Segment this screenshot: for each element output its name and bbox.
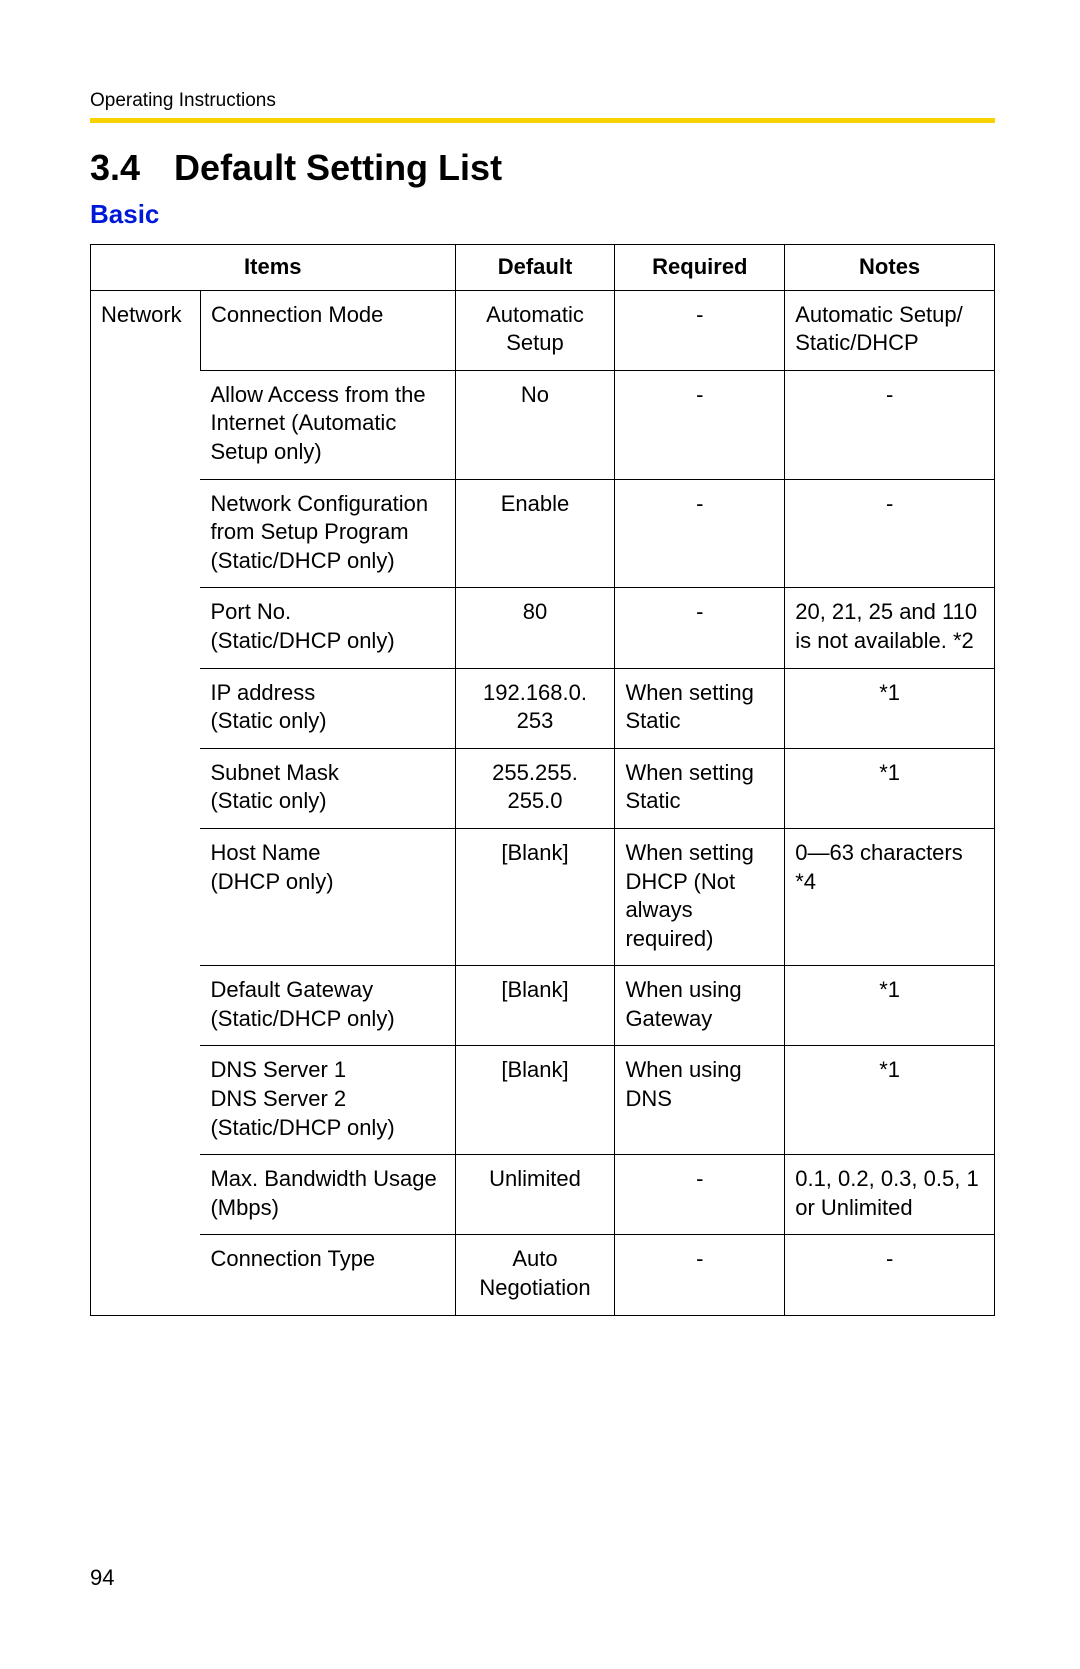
cell-notes: *1 [785,748,995,828]
cell-item: Connection Mode [200,290,455,370]
table-row: DNS Server 1 DNS Server 2 (Static/DHCP o… [91,1046,995,1155]
page-number: 94 [90,1565,114,1591]
cell-notes: 0.1, 0.2, 0.3, 0.5, 1 or Unlimited [785,1155,995,1235]
cell-default: Unlimited [455,1155,615,1235]
cell-required: - [615,1155,785,1235]
section-number: 3.4 [90,147,140,189]
header-rule [90,118,995,123]
cell-default: [Blank] [455,828,615,965]
cell-required: - [615,370,785,479]
cell-required: When setting DHCP (Not always required) [615,828,785,965]
cell-default: [Blank] [455,1046,615,1155]
cell-default: No [455,370,615,479]
table-row: Host Name (DHCP only)[Blank]When setting… [91,828,995,965]
cell-required: - [615,1235,785,1315]
table-row: Port No. (Static/DHCP only)80-20, 21, 25… [91,588,995,668]
cell-required: - [615,479,785,588]
cell-item: Default Gateway (Static/DHCP only) [200,966,455,1046]
cell-item: Port No. (Static/DHCP only) [200,588,455,668]
cell-item: Max. Bandwidth Usage (Mbps) [200,1155,455,1235]
table-row: Allow Access from the Internet (Automati… [91,370,995,479]
section-heading: 3.4 Default Setting List [90,147,995,189]
cell-default: Enable [455,479,615,588]
cell-item: Network Configuration from Setup Program… [200,479,455,588]
section-title-text: Default Setting List [174,147,502,188]
col-header-items: Items [91,245,456,291]
cell-notes: 0—63 characters *4 [785,828,995,965]
cell-default: 255.255. 255.0 [455,748,615,828]
cell-notes: - [785,1235,995,1315]
cell-default: [Blank] [455,966,615,1046]
cell-notes: - [785,479,995,588]
cell-item: DNS Server 1 DNS Server 2 (Static/DHCP o… [200,1046,455,1155]
cell-default: 80 [455,588,615,668]
table-body: NetworkConnection ModeAutomatic Setup-Au… [91,290,995,1315]
table-row: IP address (Static only)192.168.0. 253Wh… [91,668,995,748]
cell-notes: Automatic Setup/ Static/DHCP [785,290,995,370]
table-row: Connection TypeAuto Negotiation-- [91,1235,995,1315]
cell-item: Subnet Mask (Static only) [200,748,455,828]
cell-notes: - [785,370,995,479]
cell-item: Host Name (DHCP only) [200,828,455,965]
cell-default: Automatic Setup [455,290,615,370]
col-header-required: Required [615,245,785,291]
cell-item: IP address (Static only) [200,668,455,748]
cell-item: Allow Access from the Internet (Automati… [200,370,455,479]
cell-required: When using Gateway [615,966,785,1046]
cell-notes: *1 [785,1046,995,1155]
cell-default: 192.168.0. 253 [455,668,615,748]
cell-required: When setting Static [615,748,785,828]
running-header: Operating Instructions [90,90,995,112]
table-row: Max. Bandwidth Usage (Mbps)Unlimited-0.1… [91,1155,995,1235]
table-row: Subnet Mask (Static only)255.255. 255.0W… [91,748,995,828]
cell-required: - [615,290,785,370]
group-cell-network: Network [91,290,201,1315]
subsection-heading: Basic [90,199,995,230]
cell-notes: 20, 21, 25 and 110 is not available. *2 [785,588,995,668]
cell-notes: *1 [785,966,995,1046]
cell-item: Connection Type [200,1235,455,1315]
cell-notes: *1 [785,668,995,748]
table-header-row: Items Default Required Notes [91,245,995,291]
col-header-default: Default [455,245,615,291]
cell-required: When setting Static [615,668,785,748]
document-page: Operating Instructions 3.4 Default Settin… [0,0,1080,1669]
cell-required: When using DNS [615,1046,785,1155]
col-header-notes: Notes [785,245,995,291]
table-row: Default Gateway (Static/DHCP only)[Blank… [91,966,995,1046]
table-row: NetworkConnection ModeAutomatic Setup-Au… [91,290,995,370]
table-row: Network Configuration from Setup Program… [91,479,995,588]
cell-default: Auto Negotiation [455,1235,615,1315]
cell-required: - [615,588,785,668]
settings-table: Items Default Required Notes NetworkConn… [90,244,995,1316]
